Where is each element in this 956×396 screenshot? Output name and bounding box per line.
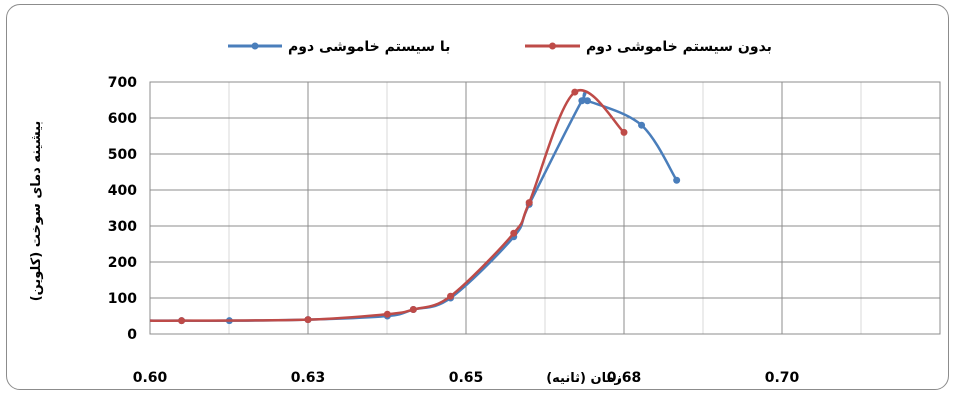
y-tick-label: 300: [108, 219, 137, 235]
data-point: [583, 97, 591, 105]
legend-marker-1: [251, 42, 259, 50]
data-point: [383, 310, 391, 318]
y-tick-label: 700: [108, 75, 137, 91]
data-point: [620, 128, 628, 136]
data-point: [409, 306, 417, 314]
data-point: [510, 229, 518, 237]
data-point: [525, 199, 533, 207]
y-tick-label: 100: [108, 291, 137, 307]
y-tick-label: 600: [108, 111, 137, 127]
y-tick-label: 0: [127, 327, 137, 343]
series-line-2: [149, 88, 625, 323]
x-tick-label: 0.60: [133, 370, 168, 386]
x-axis-ticks: 0.60 0.63 0.65 0.68 0.70: [133, 370, 800, 386]
y-tick-label: 400: [108, 183, 137, 199]
grid: [149, 81, 941, 335]
data-point: [178, 317, 186, 325]
y-tick-label: 500: [108, 147, 137, 163]
legend-label-1: با سیستم خاموشی دوم: [288, 39, 450, 55]
data-point: [638, 121, 646, 129]
data-point: [578, 97, 586, 105]
legend-label-2: بدون سیستم خاموشی دوم: [586, 39, 772, 55]
legend-marker-2: [549, 42, 556, 50]
chart-frame: [6, 4, 949, 390]
data-point: [304, 316, 312, 324]
y-tick-label: 200: [108, 255, 137, 271]
data-point: [447, 292, 455, 300]
x-axis-title: زمان (ثانیه): [546, 371, 622, 386]
data-point: [571, 88, 579, 96]
data-point: [673, 176, 681, 184]
y-axis-ticks: 0 100 200 300 400 500 600 700: [108, 75, 137, 343]
legend: با سیستم خاموشی دوم بدون سیستم خاموشی دوم: [228, 39, 772, 55]
series-layer: [149, 88, 681, 325]
plot-area-border: [149, 81, 941, 335]
y-axis-title: بیشینه دمای سوخت (کلوین): [29, 121, 44, 302]
x-tick-label: 0.68: [607, 370, 642, 386]
x-tick-label: 0.63: [291, 370, 326, 386]
x-tick-label: 0.65: [449, 370, 484, 386]
x-tick-label: 0.70: [765, 370, 800, 386]
